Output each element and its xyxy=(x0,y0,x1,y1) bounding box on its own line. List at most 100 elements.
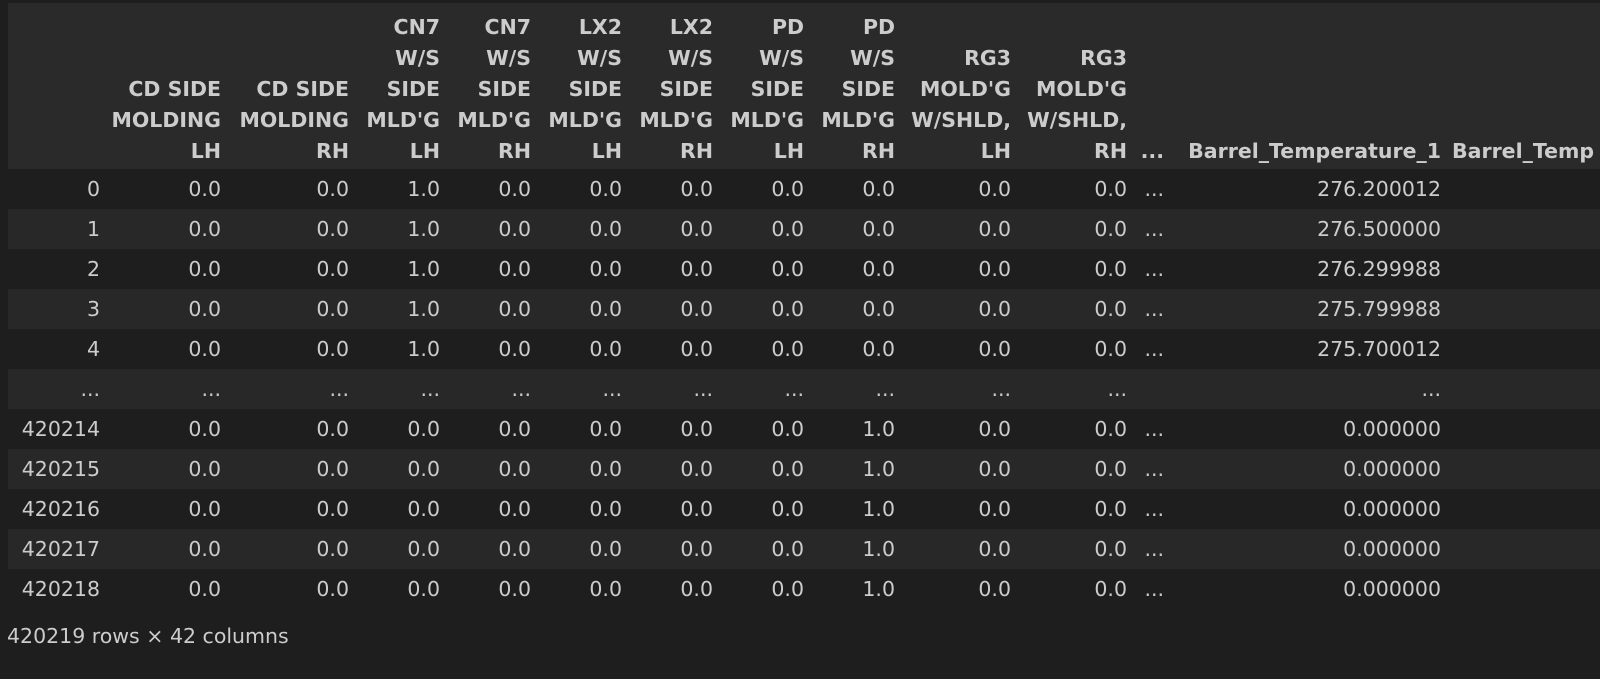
column-header-line: Barrel_Temperature_1 xyxy=(1188,139,1441,163)
column-header: PD W/S SIDE MLD'G LH xyxy=(720,3,811,169)
table-row: 420214 0.0 0.0 0.0 0.0 0.0 0.0 0.0 1.0 0.0 0.0... 0… xyxy=(8,409,1600,449)
column-header-line: LX2 xyxy=(578,15,622,39)
column-header: CD SIDE MOLDING LH xyxy=(100,3,228,169)
table-cell: 0.0 xyxy=(902,569,1018,603)
table-cell xyxy=(1448,409,1600,449)
table-cell: 0.0 xyxy=(1018,569,1134,603)
table-cell: ... xyxy=(538,369,629,409)
table-cell: 0.0 xyxy=(720,249,811,289)
table-cell xyxy=(1448,569,1600,603)
table-cell: ... xyxy=(1134,209,1171,249)
column-header-line: MLD'G xyxy=(639,108,713,132)
table-cell: 0.0 xyxy=(356,529,447,569)
column-header-line: W/S xyxy=(395,46,440,70)
table-cell: 0.0 xyxy=(902,289,1018,329)
table-row: 1 0.0 0.0 1.0 0.0 0.0 0.0 0.0 0.0 0.0 0.0... 276.50… xyxy=(8,209,1600,249)
table-cell: 0.0 xyxy=(100,569,228,603)
table-cell: 0.0 xyxy=(538,449,629,489)
table-cell: ... xyxy=(1134,409,1171,449)
column-header-line: LH xyxy=(591,139,622,163)
column-header-line: RG3 xyxy=(964,46,1011,70)
table-cell: ... xyxy=(902,369,1018,409)
column-header-line: MOLDING xyxy=(239,108,349,132)
column-header-line: SIDE xyxy=(659,77,713,101)
table-cell: 0.0 xyxy=(356,489,447,529)
table-cell: 276.299988 xyxy=(1171,249,1448,289)
row-index: 420215 xyxy=(8,449,100,489)
table-cell: 0.0 xyxy=(720,489,811,529)
column-header-line: CN7 xyxy=(393,15,440,39)
table-cell: 0.0 xyxy=(356,409,447,449)
table-cell: 0.0 xyxy=(902,209,1018,249)
table-cell: 0.0 xyxy=(629,529,720,569)
table-cell: 0.0 xyxy=(228,409,356,449)
column-header-line: LH xyxy=(409,139,440,163)
table-cell: 0.0 xyxy=(902,409,1018,449)
column-header: CD SIDE MOLDING RH xyxy=(228,3,356,169)
column-header-line: SIDE xyxy=(750,77,804,101)
table-cell: 0.0 xyxy=(228,569,356,603)
table-cell: 0.0 xyxy=(629,409,720,449)
table-cell: 0.0 xyxy=(1018,209,1134,249)
table-cell: ... xyxy=(1171,369,1448,409)
table-cell xyxy=(1448,449,1600,489)
column-header-line: SIDE xyxy=(568,77,622,101)
column-header-line: W/S xyxy=(486,46,531,70)
column-header: LX2 W/S SIDE MLD'G LH xyxy=(538,3,629,169)
table-cell: 0.0 xyxy=(447,489,538,529)
table-row: .................................... xyxy=(8,369,1600,409)
column-header: ... xyxy=(1134,3,1171,169)
table-row: 420216 0.0 0.0 0.0 0.0 0.0 0.0 0.0 1.0 0.0 0.0... 0… xyxy=(8,489,1600,529)
column-header-line: CD SIDE xyxy=(128,77,221,101)
table-cell: ... xyxy=(447,369,538,409)
table-cell: 0.0 xyxy=(100,489,228,529)
table-cell: 1.0 xyxy=(356,209,447,249)
table-cell: ... xyxy=(1134,569,1171,603)
table-cell: 0.0 xyxy=(100,529,228,569)
table-cell: 0.0 xyxy=(720,329,811,369)
column-header-line: LX2 xyxy=(669,15,713,39)
table-cell: 0.0 xyxy=(228,169,356,209)
column-header-line: MLD'G xyxy=(548,108,622,132)
table-cell: 0.0 xyxy=(720,289,811,329)
row-index: ... xyxy=(8,369,100,409)
column-header-line: RH xyxy=(316,139,349,163)
table-cell: 0.0 xyxy=(538,209,629,249)
table-cell: 0.0 xyxy=(629,209,720,249)
table-cell: ... xyxy=(1134,449,1171,489)
column-header-line: W/S xyxy=(850,46,895,70)
row-index: 0 xyxy=(8,169,100,209)
table-cell: 0.0 xyxy=(538,529,629,569)
table-cell: 0.0 xyxy=(538,409,629,449)
table-cell: 1.0 xyxy=(811,569,902,603)
table-cell: 0.0 xyxy=(100,249,228,289)
table-cell: 0.0 xyxy=(228,449,356,489)
table-cell: 0.0 xyxy=(1018,529,1134,569)
table-cell: ... xyxy=(228,369,356,409)
row-index: 420214 xyxy=(8,409,100,449)
column-header-line: SIDE xyxy=(477,77,531,101)
column-header-line: RG3 xyxy=(1080,46,1127,70)
table-cell: 0.0 xyxy=(100,449,228,489)
column-header: CN7 W/S SIDE MLD'G LH xyxy=(356,3,447,169)
table-row: 420218 0.0 0.0 0.0 0.0 0.0 0.0 0.0 1.0 0.0 0.0... 0… xyxy=(8,569,1600,603)
table-cell: 0.0 xyxy=(629,249,720,289)
column-header: PD W/S SIDE MLD'G RH xyxy=(811,3,902,169)
table-cell: 0.0 xyxy=(902,329,1018,369)
table-cell: 0.0 xyxy=(629,489,720,529)
table-cell: 0.000000 xyxy=(1171,449,1448,489)
table-cell: ... xyxy=(100,369,228,409)
table-cell: 0.0 xyxy=(902,169,1018,209)
row-index: 420218 xyxy=(8,569,100,603)
table-cell: ... xyxy=(1134,169,1171,209)
column-header-line: MLD'G xyxy=(366,108,440,132)
row-index: 420217 xyxy=(8,529,100,569)
table-cell: 0.0 xyxy=(228,529,356,569)
column-header-line: MOLD'G xyxy=(919,77,1011,101)
table-cell: 0.0 xyxy=(228,329,356,369)
table-cell: ... xyxy=(1134,289,1171,329)
column-header-line: MLD'G xyxy=(730,108,804,132)
table-cell: 0.0 xyxy=(1018,249,1134,289)
column-header-line: W/S xyxy=(668,46,713,70)
table-cell xyxy=(1448,529,1600,569)
